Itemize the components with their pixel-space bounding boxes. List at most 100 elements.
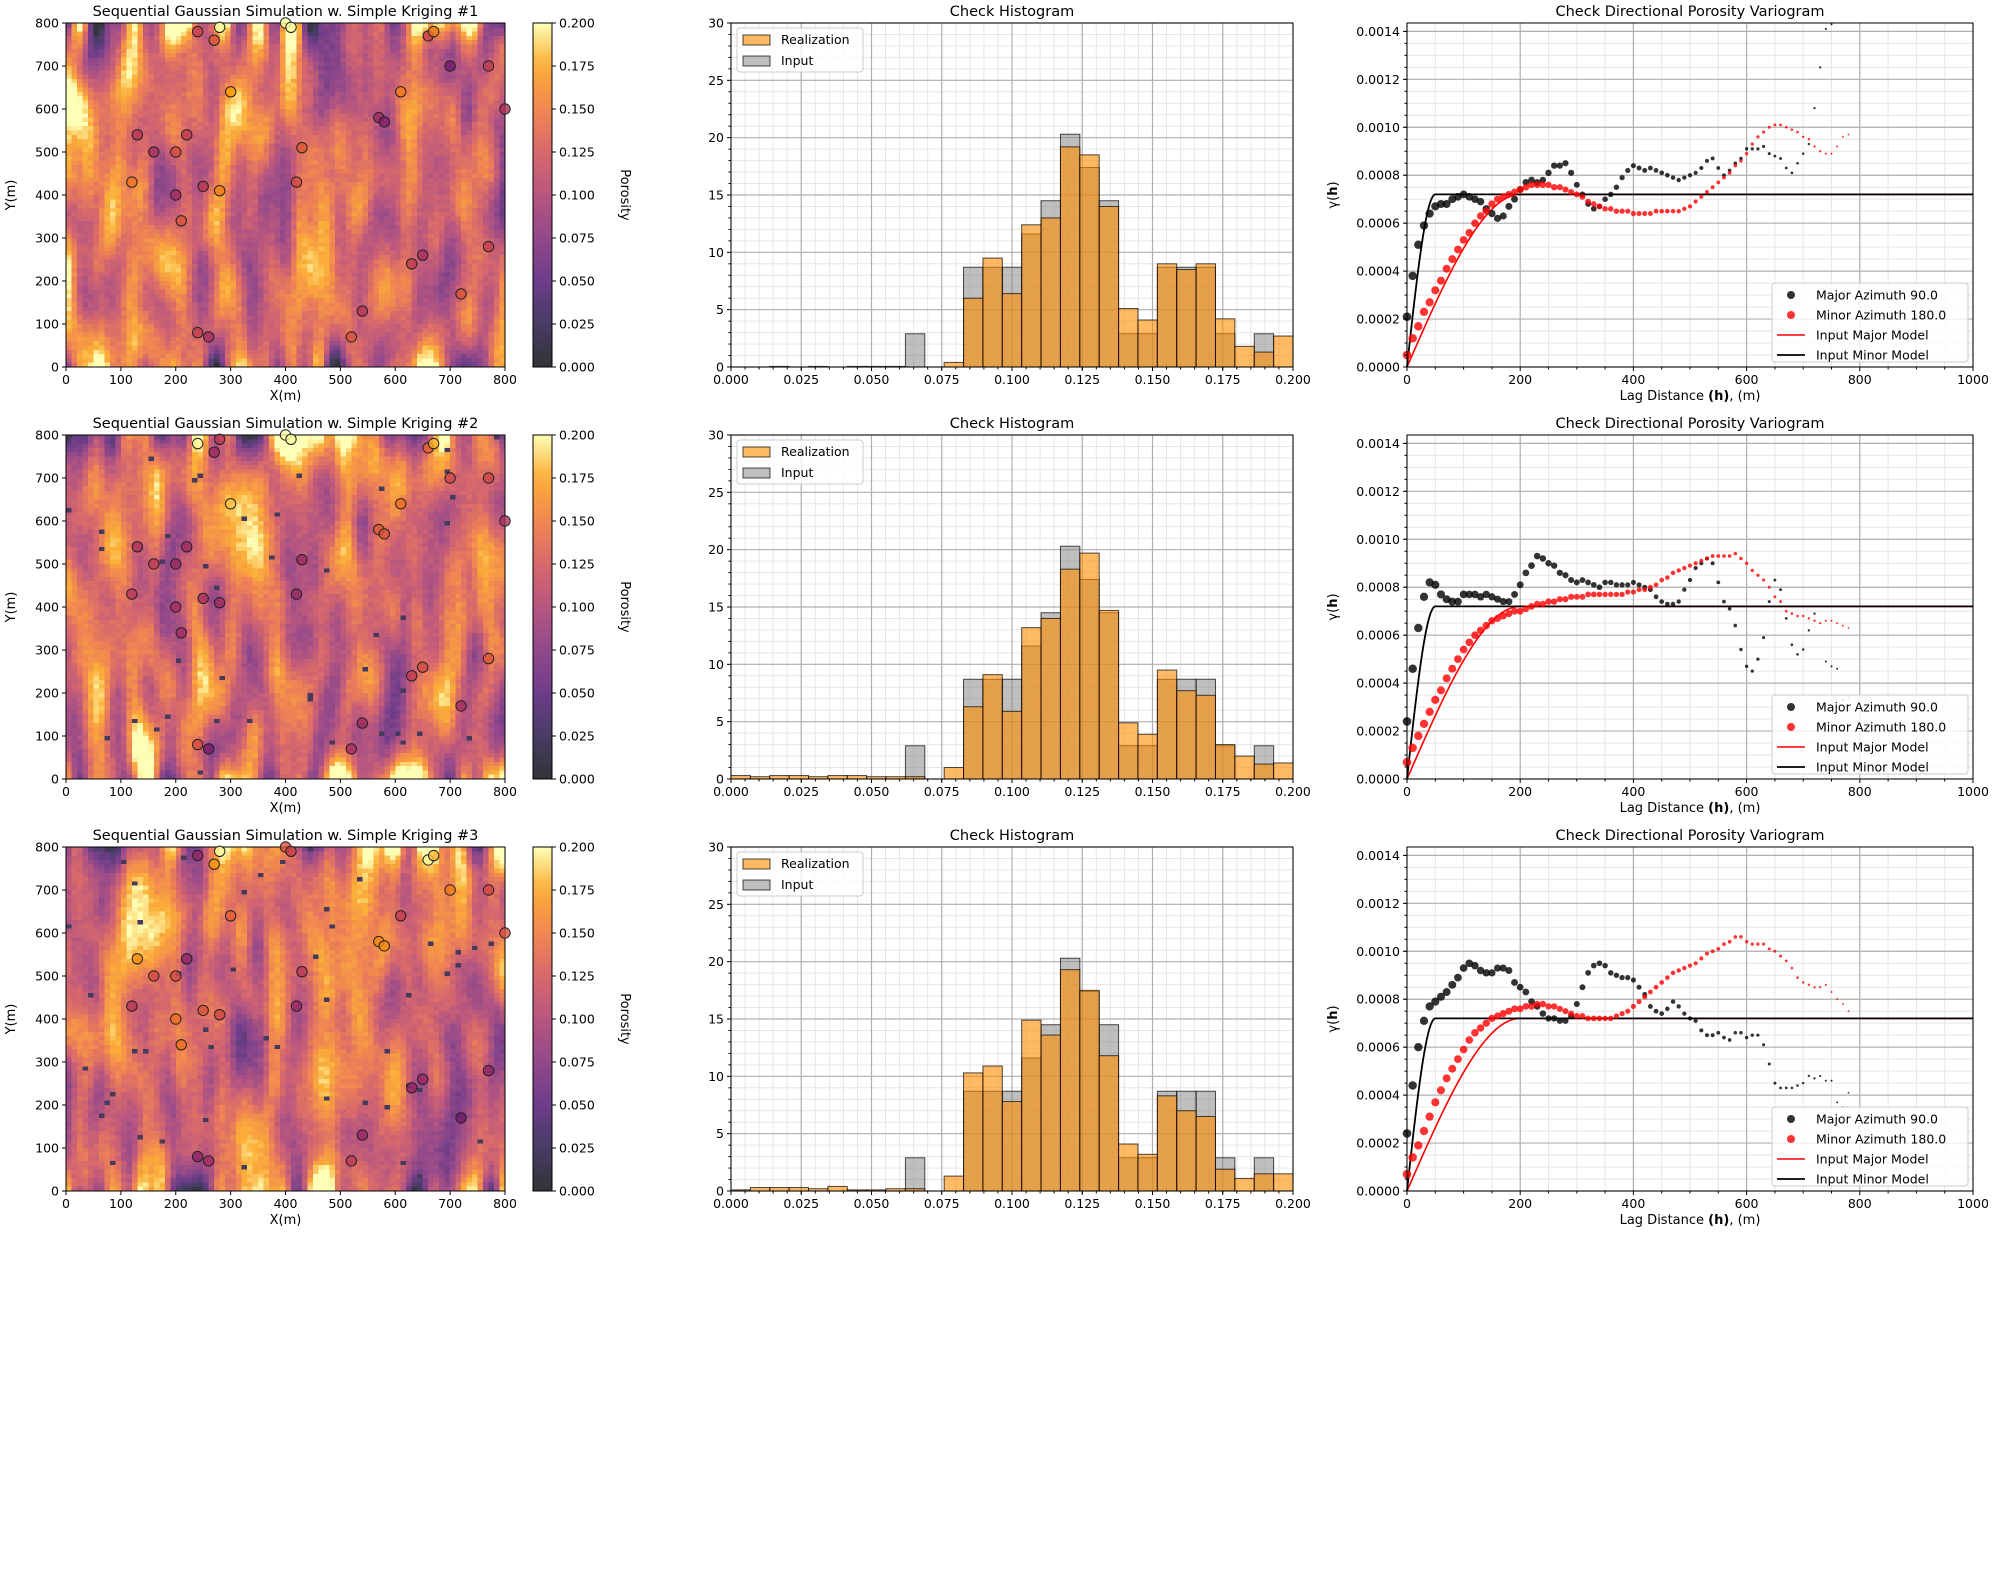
- realization-bar: [1001, 293, 1023, 368]
- histogram-title: Check Histogram: [950, 4, 1074, 20]
- realization-bar: [1059, 969, 1081, 1192]
- major-azimuth-point: [1448, 980, 1457, 989]
- major-azimuth-point: [1682, 175, 1687, 180]
- major-azimuth-point: [1539, 1010, 1547, 1017]
- x-tick-label: 300: [219, 784, 243, 799]
- realization-bar: [1040, 617, 1061, 780]
- variogram-title: Check Directional Porosity Variogram: [1555, 828, 1824, 844]
- minor-azimuth-point: [1459, 1045, 1468, 1054]
- x-tick-label: 1000: [1957, 1196, 1989, 1211]
- major-azimuth-point: [1528, 998, 1535, 1005]
- y-tick-label: 200: [35, 686, 59, 701]
- well-data-point: [444, 884, 456, 896]
- minor-azimuth-point: [1511, 607, 1519, 615]
- major-azimuth-point: [1493, 964, 1502, 972]
- well-data-point: [296, 966, 308, 978]
- major-azimuth-point: [1665, 172, 1670, 178]
- major-azimuth-point: [1739, 1031, 1743, 1035]
- minor-azimuth-point: [1522, 1003, 1530, 1010]
- legend-swatch-input: [742, 467, 771, 479]
- realization-bar: [1021, 224, 1042, 368]
- minor-azimuth-point: [1442, 1074, 1451, 1083]
- y-tick-label: 400: [35, 1012, 59, 1027]
- major-azimuth-point: [1573, 1001, 1580, 1008]
- minor-azimuth-point: [1613, 208, 1620, 214]
- x-tick-label: 0.200: [1275, 784, 1311, 799]
- legend-label: Major Azimuth 90.0: [1816, 288, 1938, 303]
- x-axis-label: Lag Distance (h), (m): [1620, 801, 1761, 816]
- well-data-point: [345, 1155, 358, 1167]
- major-azimuth-point: [1636, 582, 1642, 588]
- major-azimuth-point: [1528, 562, 1535, 569]
- realization-bar: [1273, 762, 1294, 780]
- major-azimuth-point: [1505, 966, 1513, 974]
- minor-azimuth-point: [1704, 556, 1709, 561]
- major-azimuth-point: [1750, 147, 1754, 151]
- x-tick-label: 0: [1403, 372, 1411, 387]
- realization-bar: [1234, 345, 1255, 368]
- major-azimuth-point: [1693, 170, 1698, 175]
- minor-azimuth-point: [1545, 598, 1552, 605]
- y-tick-label: 700: [35, 59, 59, 74]
- minor-azimuth-point: [1790, 966, 1794, 970]
- well-data-point: [202, 1155, 215, 1167]
- well-data-point: [148, 558, 160, 570]
- minor-azimuth-point: [1762, 942, 1766, 946]
- histogram-legend: Realization Input: [736, 439, 864, 485]
- well-data-point: [170, 558, 182, 570]
- y-tick-label: 0.0010: [1356, 944, 1400, 959]
- x-tick-label: 500: [328, 372, 352, 387]
- well-data-point: [296, 554, 308, 566]
- major-azimuth-point: [1807, 1074, 1811, 1078]
- major-azimuth-point: [1608, 970, 1614, 976]
- heatmap-title: Sequential Gaussian Simulation w. Simple…: [93, 828, 479, 844]
- major-azimuth-point: [1676, 177, 1681, 183]
- major-azimuth-point: [1773, 1081, 1777, 1085]
- x-axis-label: Lag Distance (h), (m): [1620, 389, 1761, 404]
- x-tick-label: 800: [493, 1196, 517, 1211]
- minor-azimuth-point: [1790, 612, 1794, 615]
- realization-bar: [1234, 1177, 1255, 1192]
- minor-azimuth-point: [1722, 175, 1726, 180]
- major-azimuth-point: [1482, 590, 1490, 599]
- major-azimuth-point: [1419, 1016, 1429, 1025]
- x-axis-label-part: (h): [1708, 801, 1729, 816]
- well-data-point: [395, 910, 407, 922]
- major-azimuth-point: [1522, 569, 1530, 577]
- well-data-point: [148, 970, 160, 982]
- minor-azimuth-point: [1784, 959, 1788, 963]
- x-tick-label: 700: [438, 1196, 462, 1211]
- major-azimuth-point: [1779, 588, 1782, 592]
- minor-azimuth-point: [1813, 619, 1816, 622]
- legend-swatch-input: [742, 879, 771, 891]
- minor-azimuth-point: [1590, 1015, 1597, 1022]
- realization-bar: [1176, 690, 1197, 780]
- well-data-point: [455, 288, 467, 300]
- minor-azimuth-point: [1625, 589, 1631, 595]
- major-azimuth-point: [1408, 271, 1417, 281]
- major-azimuth-point: [1727, 606, 1732, 611]
- minor-azimuth-point: [1790, 128, 1794, 132]
- minor-azimuth-point: [1585, 198, 1592, 205]
- y-tick-label: 600: [35, 102, 59, 117]
- y-tick-label: 15: [708, 1012, 724, 1027]
- variogram-panel-1: Check Directional Porosity Variogram 0 200…: [1326, 4, 1989, 404]
- major-azimuth-point: [1465, 959, 1474, 968]
- well-data-point: [378, 116, 390, 128]
- minor-azimuth-point: [1699, 194, 1704, 199]
- minor-azimuth-point: [1653, 984, 1659, 990]
- legend-label: Minor Azimuth 180.0: [1816, 1132, 1946, 1147]
- x-axis-label-part: , (m): [1729, 1213, 1760, 1228]
- major-azimuth-point: [1545, 1015, 1552, 1022]
- minor-azimuth-point: [1459, 236, 1468, 244]
- minor-azimuth-point: [1585, 591, 1592, 598]
- y-tick-label: 10: [708, 245, 724, 260]
- major-azimuth-point: [1779, 157, 1782, 160]
- well-data-point: [181, 541, 193, 553]
- minor-azimuth-point: [1630, 211, 1636, 217]
- minor-azimuth-point: [1824, 983, 1827, 986]
- legend-label-realization: Realization: [781, 856, 850, 871]
- minor-azimuth-point: [1499, 612, 1507, 620]
- minor-azimuth-point: [1550, 1003, 1558, 1010]
- x-tick-label: 0: [1403, 784, 1411, 799]
